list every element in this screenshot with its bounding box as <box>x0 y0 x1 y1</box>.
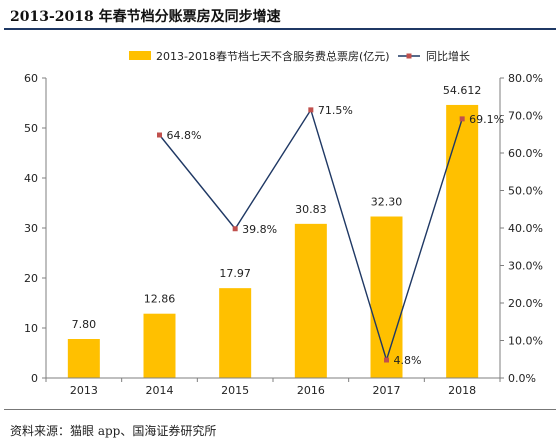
left-axis-tick-label: 60 <box>24 72 38 85</box>
bar-2018 <box>446 104 479 378</box>
left-axis-tick-label: 0 <box>31 372 38 385</box>
growth-marker-2015 <box>232 226 238 232</box>
bar-value-label: 12.86 <box>144 293 176 306</box>
bar-value-label: 7.80 <box>72 318 97 331</box>
right-axis: 0.0% 10.0% 20.0% 30.0% 40.0% 50.0% 60.0% 70.0% 8… <box>499 72 543 385</box>
left-axis: 0 10 20 30 40 50 60 <box>24 72 47 385</box>
right-axis-tick-label: 20.0% <box>508 297 543 310</box>
x-axis-tick-label: 2015 <box>221 384 249 397</box>
title-divider <box>4 28 556 30</box>
legend-label-bar: 2013-2018春节档七天不含服务费总票房(亿元) <box>156 49 390 63</box>
x-axis: 2013 2014 2015 2016 2017 2018 <box>45 377 501 397</box>
bar-2016 <box>294 223 327 378</box>
right-axis-tick-label: 30.0% <box>508 260 543 273</box>
growth-value-label: 64.8% <box>167 129 202 142</box>
right-axis-tick-label: 10.0% <box>508 335 543 348</box>
bar-value-label: 54.612 <box>443 84 482 97</box>
x-axis-tick-label: 2014 <box>146 384 174 397</box>
line-series: 64.8% 39.8% 71.5% 4.8% 69.1% <box>157 104 504 367</box>
bar-value-label: 32.30 <box>371 196 403 209</box>
right-axis-tick-label: 70.0% <box>508 110 543 123</box>
left-axis-tick-label: 30 <box>24 222 38 235</box>
left-axis-tick-label: 20 <box>24 272 38 285</box>
bar-2015 <box>219 288 252 378</box>
bar-value-label: 17.97 <box>219 267 251 280</box>
growth-marker-2016 <box>308 107 314 113</box>
legend-swatch-bar <box>129 51 151 60</box>
growth-marker-2014 <box>157 132 162 138</box>
right-axis-tick-label: 0.0% <box>508 372 536 385</box>
legend-label-line: 同比增长 <box>426 49 470 63</box>
left-axis-tick-label: 10 <box>24 322 38 335</box>
growth-marker-2018 <box>459 116 465 122</box>
right-axis-tick-label: 60.0% <box>508 147 543 160</box>
right-axis-tick-label: 50.0% <box>508 185 543 198</box>
x-axis-tick-label: 2018 <box>448 384 476 397</box>
bar-series: 7.80 12.86 17.97 30.83 32.30 54.612 <box>67 84 482 378</box>
right-axis-tick-label: 40.0% <box>508 222 543 235</box>
source-divider <box>4 409 556 410</box>
left-axis-tick-label: 40 <box>24 172 38 185</box>
right-axis-tick-label: 80.0% <box>508 72 543 85</box>
x-axis-tick-label: 2013 <box>70 384 98 397</box>
x-axis-tick-label: 2016 <box>297 384 325 397</box>
combo-chart: 0 10 20 30 40 50 60 0.0% 10.0% 20.0% 30.0% 40.0% 50… <box>24 49 543 397</box>
source-note: 资料来源：猫眼 app、国海证券研究所 <box>10 424 217 438</box>
growth-value-label: 4.8% <box>394 354 422 367</box>
left-axis-tick-label: 50 <box>24 122 38 135</box>
growth-value-label: 39.8% <box>242 223 277 236</box>
growth-value-label: 71.5% <box>318 104 353 117</box>
growth-marker-2017 <box>384 357 389 363</box>
bar-2017 <box>370 216 403 378</box>
legend-swatch-marker <box>406 53 412 59</box>
x-axis-tick-label: 2017 <box>373 384 401 397</box>
bar-2013 <box>67 339 100 378</box>
legend: 2013-2018春节档七天不含服务费总票房(亿元) 同比增长 <box>129 49 470 63</box>
figure-title: 2013-2018 年春节档分账票房及同步增速 <box>10 9 281 25</box>
growth-value-label: 69.1% <box>469 113 504 126</box>
bar-value-label: 30.83 <box>295 203 327 216</box>
bar-2014 <box>143 313 176 378</box>
